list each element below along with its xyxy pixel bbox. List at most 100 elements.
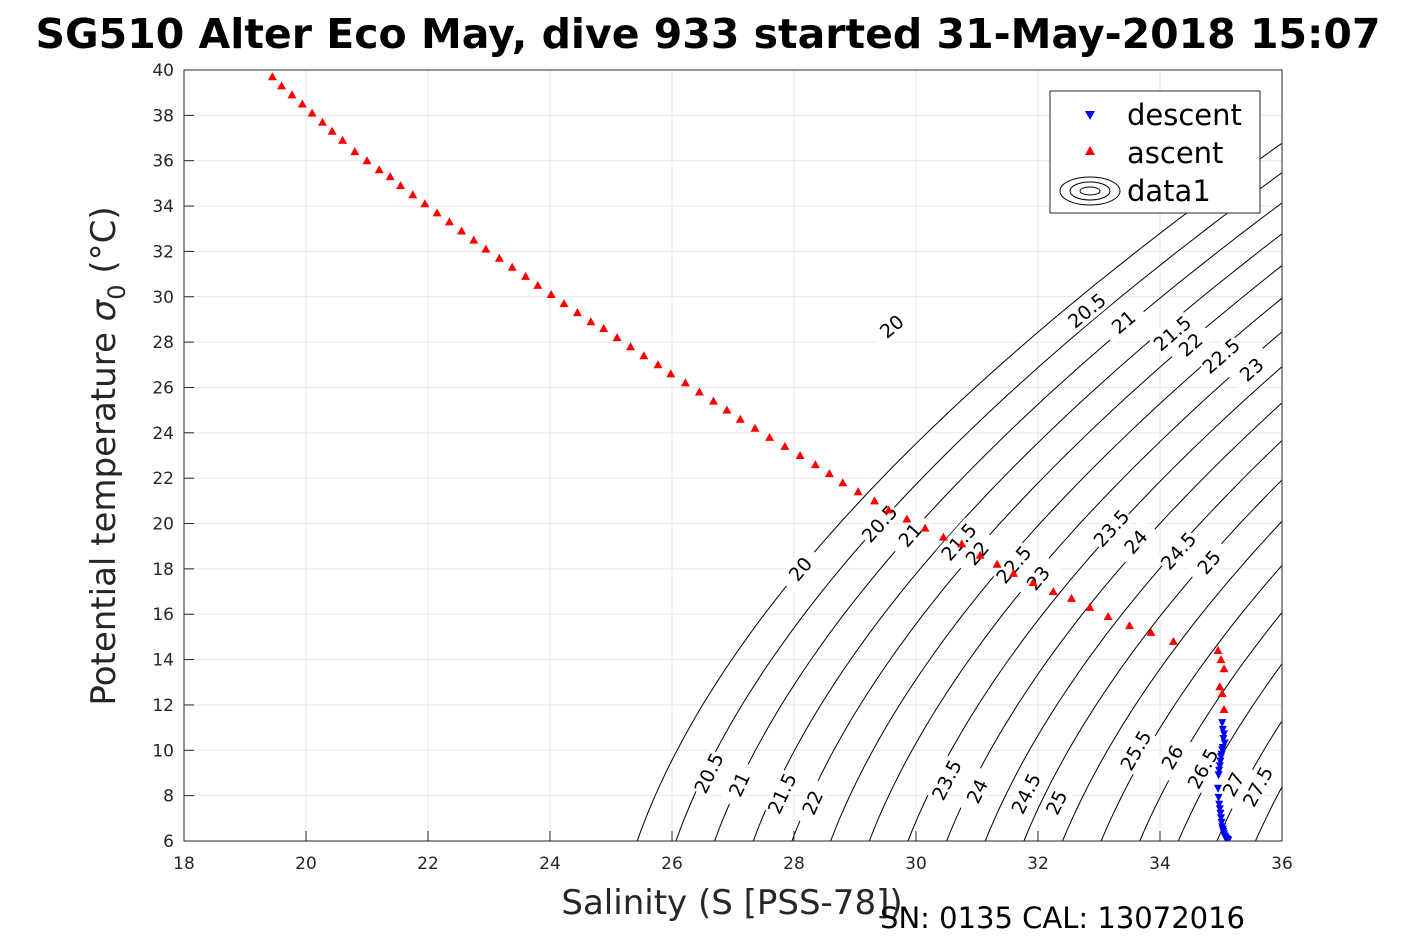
series-descent — [1214, 719, 1233, 841]
ascent-point — [350, 147, 360, 156]
y-tick-label: 24 — [152, 424, 174, 444]
density-contour-line — [1139, 611, 1282, 841]
ascent-point — [318, 117, 327, 126]
ascent-point — [444, 217, 454, 226]
y-axis-label-subscript: 0 — [103, 284, 131, 299]
contour-label-background — [1112, 517, 1159, 566]
y-tick-label: 12 — [152, 696, 174, 716]
y-axis-label-unit: (°C) — [84, 206, 124, 284]
contour-label-background — [1151, 732, 1193, 782]
contour-label-background — [935, 517, 982, 566]
ascent-point — [1215, 682, 1225, 691]
ascent-point — [327, 126, 337, 135]
density-contour-line — [1062, 520, 1282, 841]
y-tick-label: 40 — [152, 61, 174, 81]
x-tick-label: 20 — [295, 854, 317, 874]
ascent-point — [1219, 664, 1229, 673]
x-tick-label: 34 — [1149, 854, 1171, 874]
x-axis-label: Salinity (S [PSS-78]) — [561, 883, 902, 923]
descent-point — [1224, 836, 1233, 841]
contour-label-background — [1227, 346, 1276, 393]
density-contours — [636, 142, 1282, 841]
contour-label-background — [926, 755, 967, 805]
ascent-point — [457, 226, 467, 235]
x-tick-label: 22 — [417, 854, 439, 874]
descent-point — [1215, 762, 1224, 771]
ascent-point — [546, 290, 556, 298]
contour-label-background — [954, 529, 1000, 577]
y-tick-label: 38 — [152, 106, 174, 126]
ascent-point — [469, 235, 479, 244]
descent-point — [1215, 766, 1224, 775]
ascent-point — [666, 369, 676, 378]
ascent-point — [810, 460, 820, 469]
axis-ticks: 18 20 22 24 26 28 30 32 34 36 6 8 10 12 14 16 18 20 22 24 26… — [152, 61, 1292, 874]
contour-label-background — [1182, 743, 1223, 794]
y-tick-label: 10 — [152, 741, 174, 761]
contour-label-background — [1197, 332, 1245, 379]
density-contour-line — [791, 264, 1282, 841]
y-tick-label: 28 — [152, 333, 174, 353]
descent-point — [1214, 793, 1223, 802]
contour-label-background — [1155, 526, 1202, 575]
descent-point — [1220, 739, 1229, 748]
ascent-point — [432, 208, 442, 217]
y-tick-label: 8 — [163, 787, 174, 807]
y-tick-label: 22 — [152, 469, 174, 489]
descent-point — [1219, 735, 1228, 743]
ascent-point — [653, 360, 663, 369]
descent-point — [1217, 753, 1225, 762]
descent-point — [1217, 814, 1225, 823]
ascent-point — [559, 299, 569, 308]
y-tick-label: 34 — [152, 197, 174, 217]
y-tick-label: 32 — [152, 242, 174, 262]
ascent-point — [1219, 705, 1229, 713]
descent-point — [1214, 784, 1222, 793]
ascent-point — [385, 172, 395, 181]
ascent-point — [884, 505, 894, 514]
ascent-point — [572, 308, 582, 317]
contour-label-background — [1186, 538, 1232, 586]
y-tick-label: 26 — [152, 378, 174, 398]
legend[interactable]: descent ascent data1 — [1049, 90, 1261, 214]
ascent-point — [853, 487, 863, 496]
density-contour-line — [868, 331, 1282, 841]
footer-serial-calibration: SN: 0135 CAL: 13072016 — [880, 901, 1245, 935]
ascent-point — [374, 165, 384, 174]
ascent-point — [267, 72, 277, 81]
contour-label-background — [719, 759, 759, 809]
contour-label-background — [1062, 287, 1111, 333]
density-contour-line — [984, 439, 1282, 841]
contour-label-background — [957, 766, 997, 816]
descent-point — [1216, 809, 1225, 818]
descent-point — [1217, 818, 1226, 827]
contour-label-background — [1036, 777, 1076, 828]
ascent-point — [938, 532, 948, 541]
ascent-point — [735, 414, 745, 423]
data-series — [267, 72, 1233, 841]
ascent-point — [626, 342, 635, 351]
plot-frame — [183, 69, 1283, 842]
ascent-point — [1213, 646, 1223, 654]
legend-contour-icon — [1059, 176, 1121, 206]
ascent-point — [420, 199, 430, 208]
legend-box — [1049, 90, 1261, 214]
ascent-point — [297, 99, 307, 108]
ascent-point — [1217, 689, 1227, 698]
ascent-point — [338, 135, 348, 144]
ascent-point — [1009, 568, 1019, 577]
ascent-point — [481, 244, 491, 253]
ascent-point — [957, 539, 967, 548]
ascent-point — [287, 90, 297, 99]
ascent-point — [307, 108, 317, 117]
descent-point — [1216, 757, 1225, 766]
ascent-point — [709, 396, 718, 405]
contour-label-background — [1099, 299, 1148, 345]
ascent-point — [975, 550, 985, 559]
x-tick-label: 26 — [661, 854, 683, 874]
y-axis-label-main: Potential temperature — [84, 321, 124, 705]
ascent-point — [795, 451, 805, 459]
contour-label-background — [867, 303, 916, 349]
contour-label-background — [777, 544, 823, 593]
